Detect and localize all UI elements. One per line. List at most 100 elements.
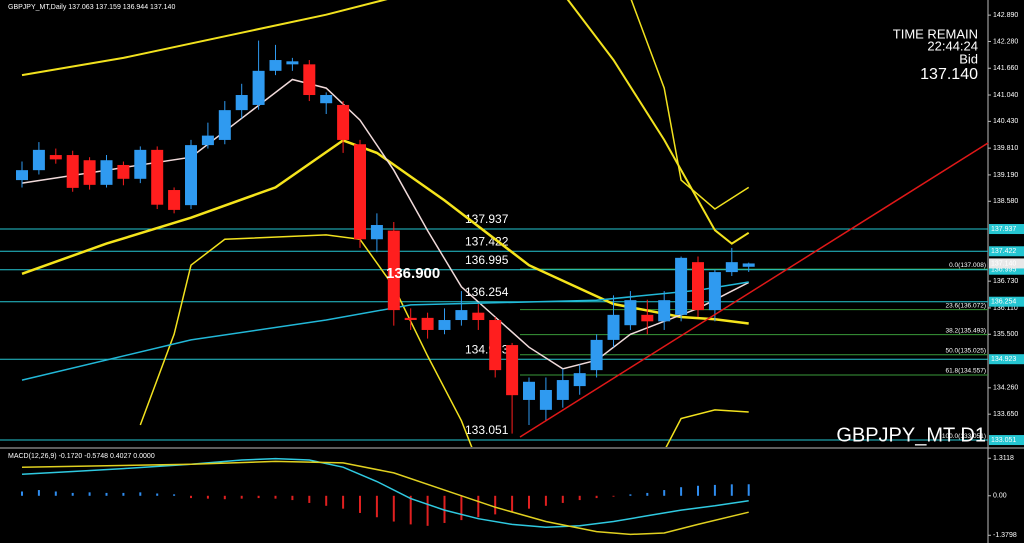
macd-bar [612,495,615,497]
candle-body [252,70,265,105]
y-tick-label: 134.260 [993,385,1018,392]
candle-body [556,380,569,400]
macd-bar [528,495,530,509]
y-tick-label: 141.660 [993,65,1018,72]
y-tick-label: 1.3118 [993,455,1014,462]
fib-label: 23.6(136.072) [946,302,986,309]
fib-label: 50.0(135.025) [946,348,986,355]
candle-body [201,135,214,146]
candle-body [404,317,417,321]
candle-body [100,160,113,185]
candle-body [607,314,620,340]
macd-bar [426,495,429,526]
macd-bar [139,492,142,496]
indicator-line [21,139,749,325]
level-box [989,354,1024,365]
macd-bar [561,495,564,503]
macd-bar [206,495,209,499]
level-box-label: 133.051 [991,437,1016,444]
macd-bar [308,495,311,503]
candle-body [387,230,400,311]
level-box-label: 136.254 [991,299,1016,306]
level-box [989,296,1024,307]
level-box [989,246,1024,257]
candle-body [421,317,434,330]
candle-body [337,104,350,140]
macd-bar [274,495,277,499]
macd-bar [375,495,378,518]
macd-bar [342,495,345,509]
trend-line [519,142,989,438]
macd-bar [223,495,226,500]
indicator-line [139,234,473,447]
macd-bar [88,492,91,496]
fib-label: 100.0(133.051) [942,433,986,440]
candle-body [320,95,333,104]
candle-body [370,225,383,240]
main-panel: 0.0(137.008) 23.6(136.072) 38.2(135.493) 50… [0,0,988,447]
level-label: 136.995 [465,253,509,267]
candle-body [117,164,130,179]
y-tick-label: 136.110 [993,305,1018,312]
candle-body [573,373,586,387]
fib-label: 61.8(134.557) [946,368,986,375]
symbol-label: GBPJPY_MT D1 [836,424,986,446]
macd-bar [477,495,480,518]
candle-body [218,110,231,140]
candle-body [658,300,671,322]
candle-body [539,389,552,410]
macd-bar [37,490,40,496]
level-label: 137.937 [465,212,509,226]
macd-bar [629,494,632,496]
candle-body [66,155,79,188]
candle-body [354,144,366,240]
candle-body [692,262,704,311]
candle-body [675,257,688,315]
macd-bar [240,495,243,499]
indicator-line [630,0,750,210]
candle-body [506,345,519,396]
y-tick-label: 138.580 [993,198,1018,205]
macd-bar [359,495,361,513]
candle-body [472,312,485,321]
level-label: 133.051 [465,423,509,437]
macd-line [21,460,749,536]
candle-body [32,149,45,171]
time-remain: 22:44:24 [927,38,978,53]
candle-body [590,339,603,371]
candle-body [624,300,637,326]
candle-body [134,149,147,179]
bid-box [989,258,1024,269]
level-box-label: 136.995 [991,267,1016,274]
macd-title: MACD(12,26,9) -0.1720 -0.5748 0.4027 0.0… [8,453,155,460]
macd-panel [21,457,750,536]
macd-bar [697,485,699,496]
bid-value: 137.140 [920,66,978,83]
y-tick-label: 139.810 [993,145,1018,152]
bid-label: Bid [959,51,978,66]
bid-box-label: 137.140 [991,260,1016,267]
candle-body [489,320,502,371]
y-tick-label: 142.890 [993,12,1018,19]
macd-bar [392,495,395,522]
candle-body [708,272,721,311]
macd-bar [747,484,750,496]
indicator-line [665,409,749,447]
level-box [989,435,1024,446]
y-tick-label: 139.190 [993,172,1018,179]
macd-bar [730,484,733,496]
macd-bar [257,495,260,499]
candle-body [455,310,468,321]
macd-bar [21,491,23,496]
macd-bar [325,495,328,506]
macd-bar [595,495,598,499]
macd-bar [173,494,176,496]
candle-body [151,149,164,205]
candle-body [185,145,197,206]
y-tick-label: 140.430 [993,118,1018,125]
candle-body [16,170,28,181]
y-tick-label: 136.730 [993,278,1018,285]
candle-body [725,262,738,273]
candle-body [83,160,96,185]
